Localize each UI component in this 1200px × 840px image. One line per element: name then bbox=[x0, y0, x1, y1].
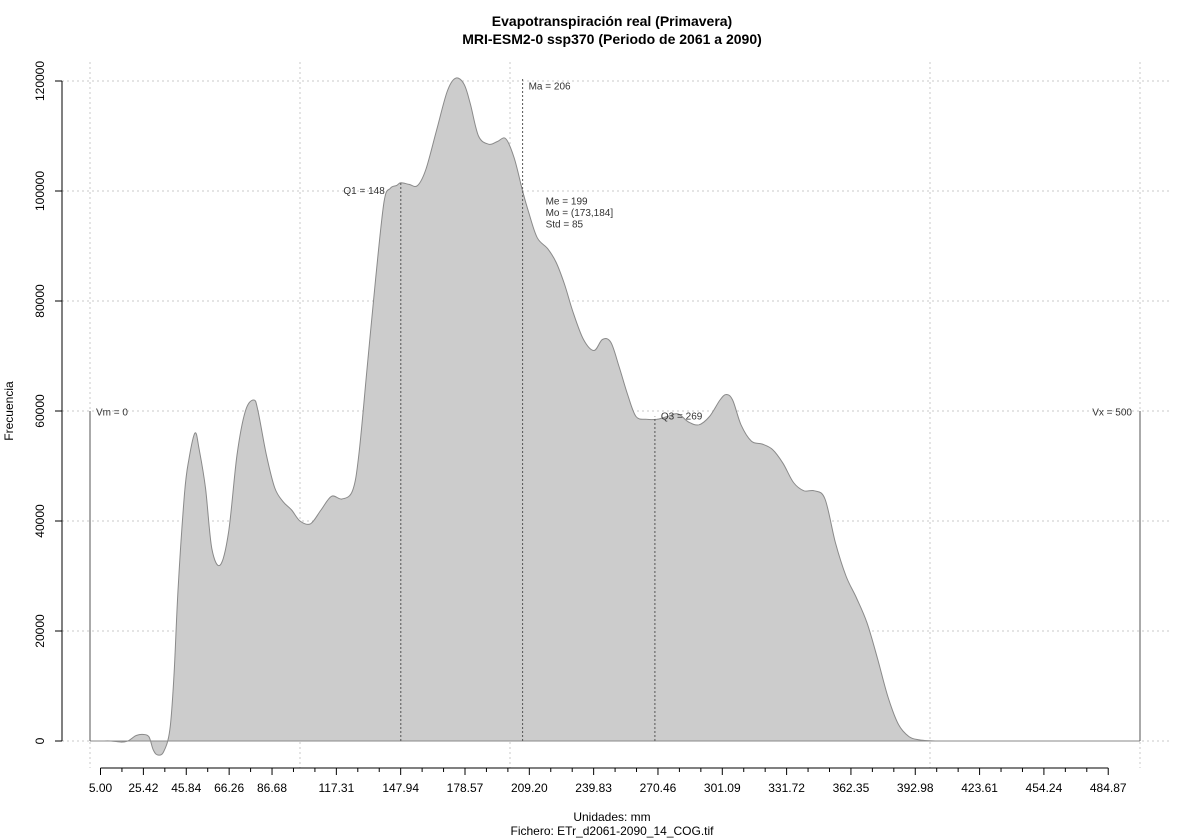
x-tick-label-16: 454.24 bbox=[1026, 781, 1063, 795]
chart-title: Evapotranspiración real (Primavera) bbox=[492, 13, 732, 29]
chart-subtitle: MRI-ESM2-0 ssp370 (Periodo de 2061 a 209… bbox=[462, 31, 762, 47]
x-tick-label-12: 331.72 bbox=[768, 781, 805, 795]
x-tick-label-6: 147.94 bbox=[382, 781, 419, 795]
y-tick-label-3: 60000 bbox=[33, 394, 47, 428]
y-tick-label-2: 40000 bbox=[33, 504, 47, 538]
stat-mode: Mo = (173,184] bbox=[546, 208, 614, 219]
y-tick-label-1: 20000 bbox=[33, 614, 47, 648]
reference-lines: Vm = 0 Q1 = 148 Ma = 206 Q3 = 269 Vx = 500 bbox=[89, 78, 1141, 741]
y-tick-label-4: 80000 bbox=[33, 284, 47, 318]
stat-std: Std = 85 bbox=[546, 220, 584, 231]
x-tick-label-0: 5.00 bbox=[89, 781, 113, 795]
x-tick-label-11: 301.09 bbox=[704, 781, 741, 795]
y-tick-label-5: 100000 bbox=[33, 171, 47, 211]
ref-label-q1: Q1 = 148 bbox=[343, 186, 385, 197]
x-tick-label-7: 178.57 bbox=[447, 781, 484, 795]
axes: 5.00 25.42 45.84 66.26 86.68 117.31 147.94 178.… bbox=[33, 61, 1127, 795]
density-area bbox=[90, 77, 1140, 756]
x-tick-label-9: 239.83 bbox=[575, 781, 612, 795]
ref-label-ma: Ma = 206 bbox=[529, 82, 571, 93]
y-tick-label-6: 120000 bbox=[33, 61, 47, 101]
x-axis-label: Unidades: mm bbox=[573, 810, 650, 824]
chart-caption: Fichero: ETr_d2061-2090_14_COG.tif bbox=[511, 824, 715, 838]
x-tick-label-17: 484.87 bbox=[1090, 781, 1127, 795]
stat-median: Me = 199 bbox=[546, 197, 588, 208]
x-tick-label-3: 66.26 bbox=[214, 781, 244, 795]
x-tick-label-1: 25.42 bbox=[128, 781, 158, 795]
x-tick-label-5: 117.31 bbox=[318, 781, 354, 795]
x-tick-label-10: 270.46 bbox=[640, 781, 677, 795]
x-tick-label-4: 86.68 bbox=[257, 781, 287, 795]
ref-label-vm: Vm = 0 bbox=[96, 408, 128, 419]
x-tick-label-8: 209.20 bbox=[511, 781, 548, 795]
x-tick-label-13: 362.35 bbox=[833, 781, 870, 795]
ref-label-q3: Q3 = 269 bbox=[661, 412, 703, 423]
y-tick-label-0: 0 bbox=[33, 737, 47, 744]
x-tick-label-2: 45.84 bbox=[171, 781, 201, 795]
x-tick-label-14: 392.98 bbox=[897, 781, 934, 795]
y-axis-label: Frecuencia bbox=[2, 381, 16, 441]
x-tick-label-15: 423.61 bbox=[961, 781, 998, 795]
stats-annotation: Me = 199 Mo = (173,184] Std = 85 bbox=[546, 197, 614, 231]
ref-label-vx: Vx = 500 bbox=[1092, 408, 1132, 419]
